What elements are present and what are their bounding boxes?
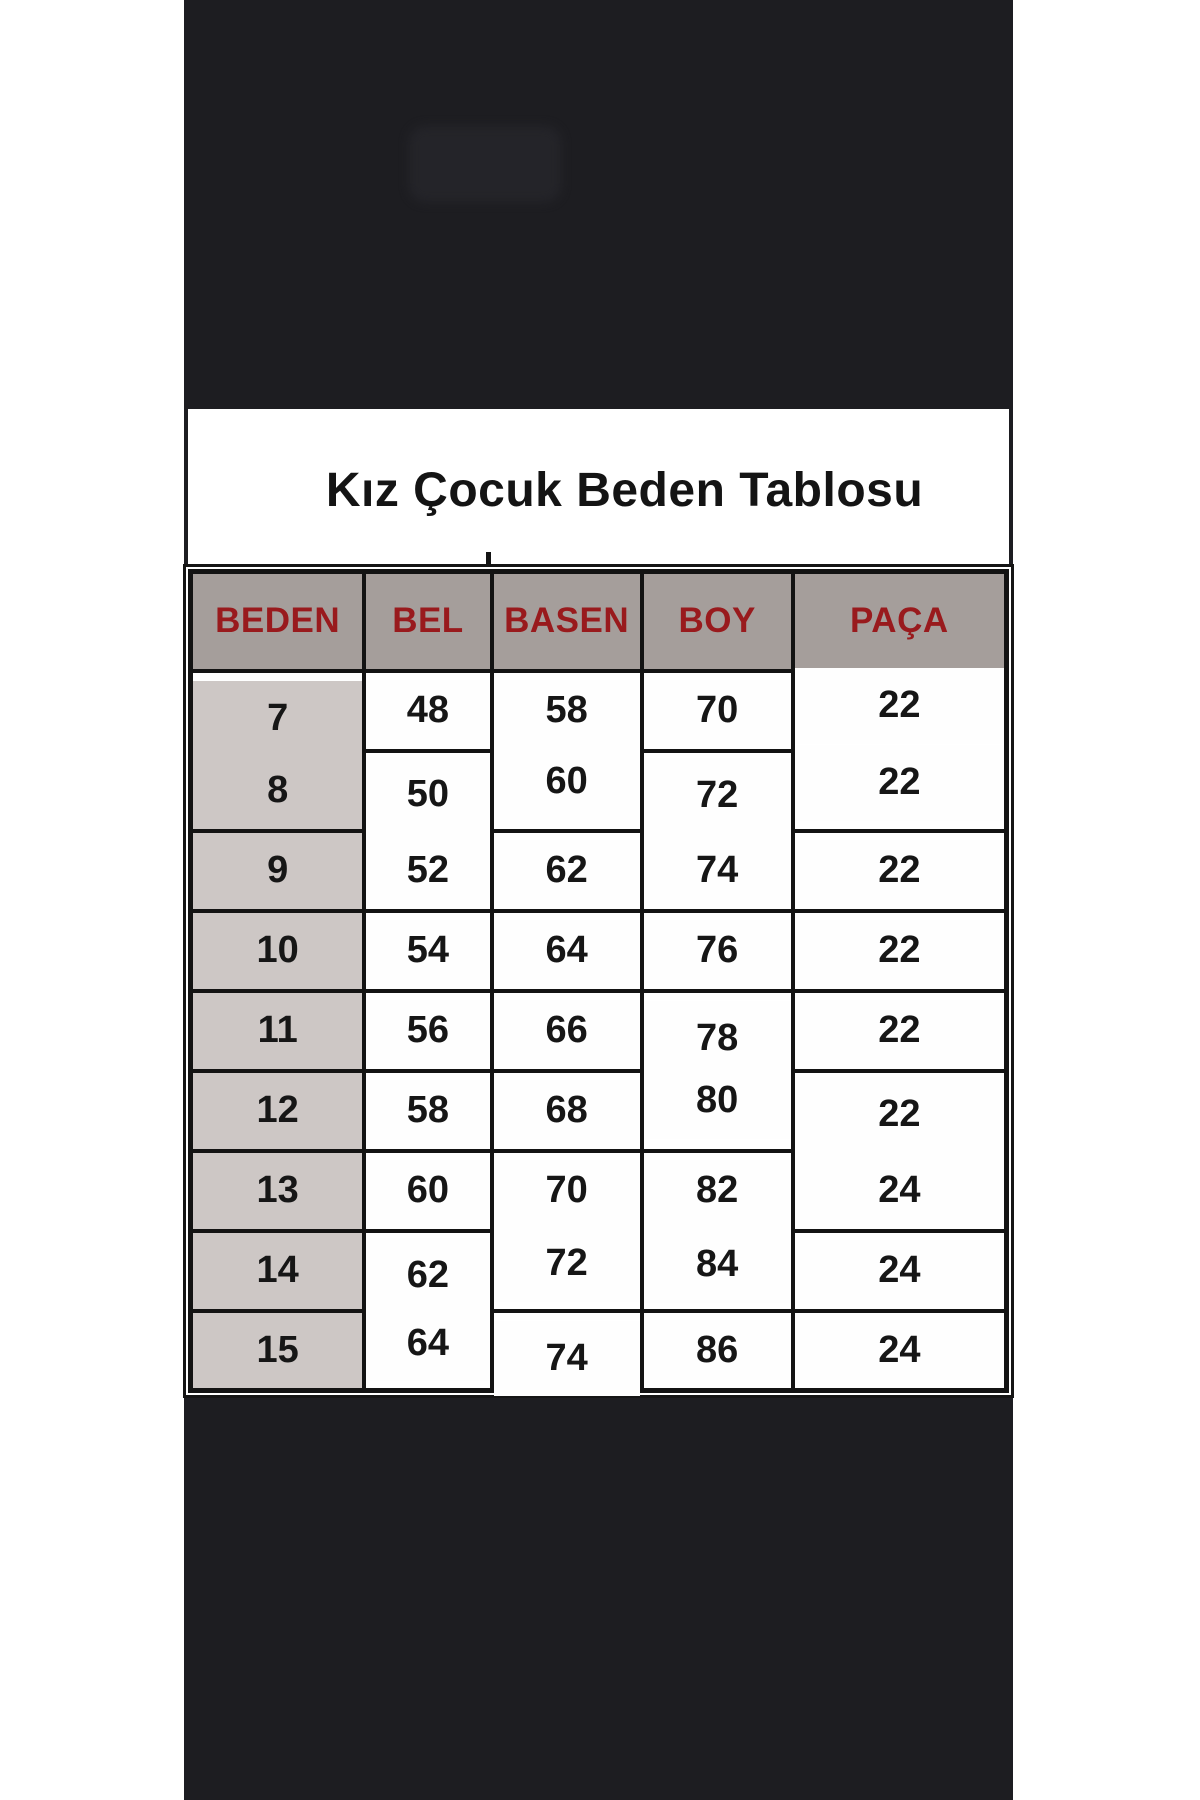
measurement-cell: 64 (362, 1301, 494, 1386)
table-row: 9 52 62 74 22 (188, 828, 1009, 913)
measurement-cell: 54 (362, 908, 494, 993)
column-header: BEDEN (188, 569, 367, 673)
measurement-cell: 22 (790, 908, 1009, 993)
table-row: 12 58 68 80 22 (188, 1058, 1009, 1157)
size-table: BEDEN BEL BASEN BOY PAÇA 7 48 58 70 22 8 50 60 72 22 9… (188, 569, 1009, 1401)
measurement-cell: 24 (790, 1308, 1009, 1393)
measurement-cell: 22 (790, 828, 1009, 913)
table-row: 13 60 70 82 24 (188, 1148, 1009, 1233)
measurement-cell: 74 (639, 828, 795, 913)
column-header: BASEN (489, 569, 644, 673)
measurement-cell: 76 (639, 908, 795, 993)
size-chart-card: Kız Çocuk Beden Tablosu BEDEN BEL BASEN BOY… (188, 409, 1009, 1401)
measurement-cell: 62 (489, 828, 644, 913)
size-cell: 9 (188, 828, 367, 913)
measurement-cell: 80 (639, 1058, 795, 1143)
column-header-row: BEDEN BEL BASEN BOY PAÇA (188, 569, 1009, 673)
measurement-cell: 22 (790, 1072, 1009, 1157)
measurement-cell: 56 (362, 988, 494, 1073)
scan-artifact-tick (486, 552, 491, 571)
measurement-cell: 70 (489, 1148, 644, 1233)
measurement-cell: 50 (362, 752, 494, 837)
size-cell: 11 (188, 988, 367, 1073)
size-cell: 8 (188, 748, 367, 833)
size-cell: 12 (188, 1068, 367, 1153)
table-row: 10 54 64 76 22 (188, 908, 1009, 993)
measurement-cell: 72 (639, 753, 795, 838)
faded-watermark-shape (409, 126, 561, 202)
column-header: BEL (362, 569, 494, 673)
measurement-cell: 86 (639, 1308, 795, 1393)
size-cell: 10 (188, 908, 367, 993)
measurement-cell: 22 (790, 740, 1009, 825)
measurement-cell: 24 (790, 1148, 1009, 1233)
table-wrapper: BEDEN BEL BASEN BOY PAÇA 7 48 58 70 22 8 50 60 72 22 9… (188, 569, 1009, 1401)
size-cell: 13 (188, 1148, 367, 1233)
measurement-cell: 68 (489, 1068, 644, 1153)
table-row: 8 50 60 72 22 (188, 739, 1009, 838)
column-header: BOY (639, 569, 795, 673)
measurement-cell: 74 (489, 1316, 644, 1401)
measurement-cell: 22 (790, 663, 1009, 748)
measurement-cell: 58 (489, 668, 644, 753)
measurement-cell: 24 (790, 1228, 1009, 1313)
measurement-cell: 52 (362, 828, 494, 913)
measurement-cell: 22 (790, 988, 1009, 1073)
table-row: 11 56 66 78 22 (188, 988, 1009, 1081)
measurement-cell: 64 (489, 908, 644, 993)
measurement-cell: 72 (489, 1221, 644, 1306)
measurement-cell: 82 (639, 1148, 795, 1233)
page-title: Kız Çocuk Beden Tablosu (325, 464, 924, 517)
measurement-cell: 60 (362, 1148, 494, 1233)
table-row: 7 48 58 70 22 (188, 663, 1009, 761)
measurement-cell: 66 (489, 988, 644, 1073)
table-row: 15 64 74 86 24 (188, 1301, 1009, 1401)
table-row: 14 62 72 84 24 (188, 1221, 1009, 1318)
measurement-cell: 48 (362, 668, 494, 753)
size-cell: 14 (188, 1228, 367, 1313)
measurement-cell: 60 (489, 739, 644, 824)
column-header: PAÇA (790, 569, 1009, 673)
size-cell: 15 (188, 1308, 367, 1393)
measurement-cell: 58 (362, 1068, 494, 1153)
size-cell: 7 (188, 676, 367, 761)
measurement-cell: 84 (639, 1222, 795, 1307)
measurement-cell: 70 (639, 668, 795, 753)
